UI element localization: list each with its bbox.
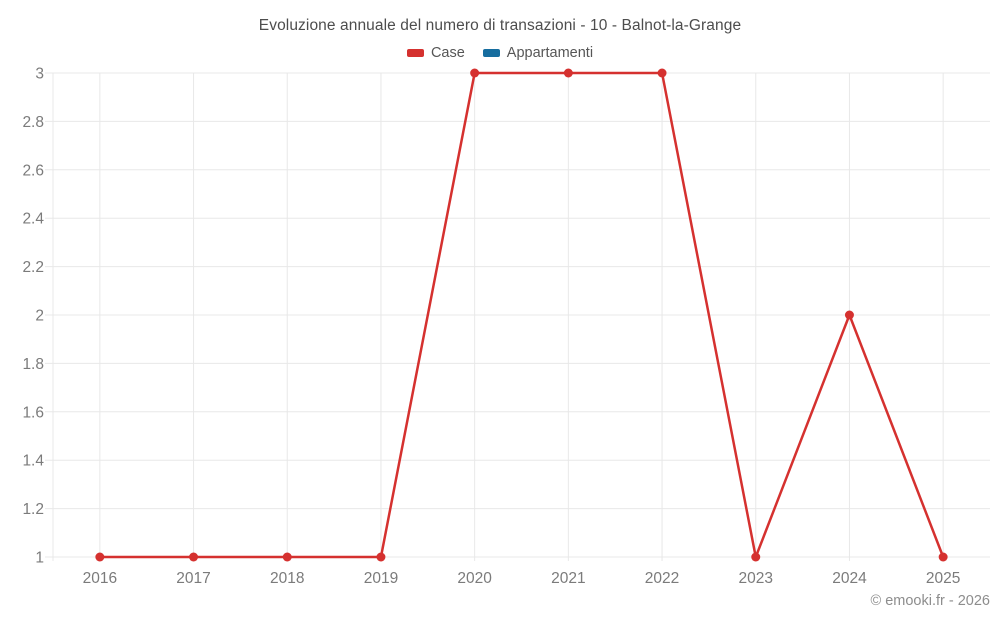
- y-tick-label: 2.8: [22, 114, 44, 131]
- case-data-point[interactable]: [751, 552, 761, 562]
- y-tick-label: 1.2: [22, 501, 44, 518]
- legend-label-appartamenti: Appartamenti: [506, 45, 594, 61]
- x-tick-label: 2023: [739, 570, 773, 587]
- x-tick-label: 2024: [832, 570, 867, 587]
- case-data-point[interactable]: [376, 552, 386, 562]
- y-tick-label: 1: [35, 550, 44, 567]
- y-tick-label: 3: [35, 66, 44, 83]
- chart-title: Evoluzione annuale del numero di transaz…: [258, 17, 742, 34]
- case-data-point[interactable]: [844, 310, 854, 320]
- y-tick-label: 2.6: [22, 162, 44, 179]
- case-series-swatch-icon: [406, 49, 424, 57]
- x-tick-label: 2021: [551, 570, 585, 587]
- case-series-line: [98, 71, 945, 559]
- y-tick-label: 1.6: [22, 404, 44, 421]
- watermark: © emooki.fr - 2026: [870, 593, 990, 609]
- y-tick-label: 1.4: [22, 453, 44, 470]
- case-data-point[interactable]: [95, 552, 105, 562]
- case-data-point[interactable]: [282, 552, 292, 562]
- y-tick-label: 2: [35, 308, 44, 325]
- x-tick-label: 2020: [457, 570, 492, 587]
- appartamenti-series-swatch-icon: [482, 49, 500, 57]
- y-tick-label: 2.2: [22, 259, 44, 276]
- x-tick-label: 2017: [176, 570, 210, 587]
- x-tick-label: 2022: [645, 570, 679, 587]
- case-data-point[interactable]: [189, 552, 199, 562]
- legend: Case Appartamenti: [0, 45, 1000, 61]
- legend-item-case[interactable]: Case: [406, 45, 465, 61]
- x-tick-label: 2016: [83, 570, 117, 587]
- x-tick-label: 2019: [364, 570, 398, 587]
- legend-item-appartamenti[interactable]: Appartamenti: [482, 45, 594, 61]
- case-data-point[interactable]: [938, 552, 948, 562]
- case-data-point[interactable]: [563, 68, 573, 78]
- y-tick-label: 1.8: [22, 356, 44, 373]
- case-data-point[interactable]: [657, 68, 667, 78]
- case-data-point[interactable]: [470, 68, 480, 78]
- x-tick-label: 2018: [270, 570, 304, 587]
- legend-label-case: Case: [430, 45, 465, 61]
- y-tick-label: 2.4: [22, 211, 44, 228]
- x-tick-label: 2025: [926, 570, 960, 587]
